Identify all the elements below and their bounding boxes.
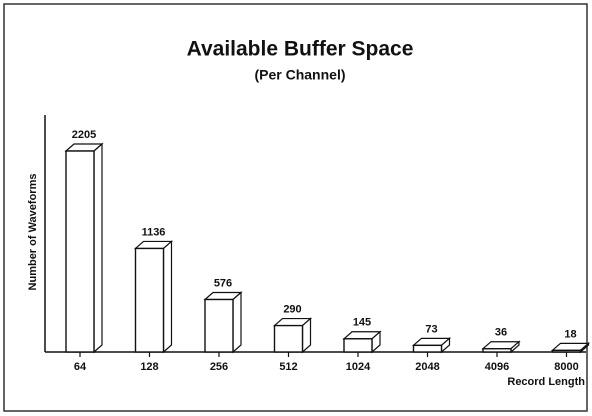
x-tick-label: 512 xyxy=(279,361,297,373)
x-axis-label: Record Length xyxy=(507,376,585,388)
chart-title: Available Buffer Space xyxy=(187,38,414,61)
x-tick-label: 128 xyxy=(140,361,158,373)
value-label: 73 xyxy=(425,323,437,335)
bar-side xyxy=(162,240,173,354)
x-tick-label: 256 xyxy=(210,361,228,373)
bar xyxy=(65,150,95,353)
bar xyxy=(343,338,373,353)
frame xyxy=(3,3,588,412)
bar xyxy=(412,344,443,353)
value-label: 145 xyxy=(353,317,371,329)
value-label: 2205 xyxy=(72,129,96,141)
value-label: 576 xyxy=(214,277,232,289)
value-label: 18 xyxy=(564,328,576,340)
x-tick-label: 8000 xyxy=(554,361,578,373)
bar xyxy=(273,324,304,353)
bar xyxy=(134,247,165,353)
bar xyxy=(482,348,512,353)
bar xyxy=(551,349,582,353)
x-tick-label: 64 xyxy=(74,361,87,373)
bar-side xyxy=(93,142,103,354)
x-tick-label: 2048 xyxy=(415,361,439,373)
value-label: 36 xyxy=(495,327,507,339)
y-axis-label: Number of Waveforms xyxy=(27,174,39,291)
bar-side xyxy=(232,291,242,354)
chart-subtitle: (Per Channel) xyxy=(254,67,345,83)
bar xyxy=(204,298,234,353)
value-label: 290 xyxy=(283,303,301,315)
x-tick-label: 1024 xyxy=(346,361,371,373)
x-tick-label: 4096 xyxy=(485,361,509,373)
value-label: 1136 xyxy=(142,226,166,238)
